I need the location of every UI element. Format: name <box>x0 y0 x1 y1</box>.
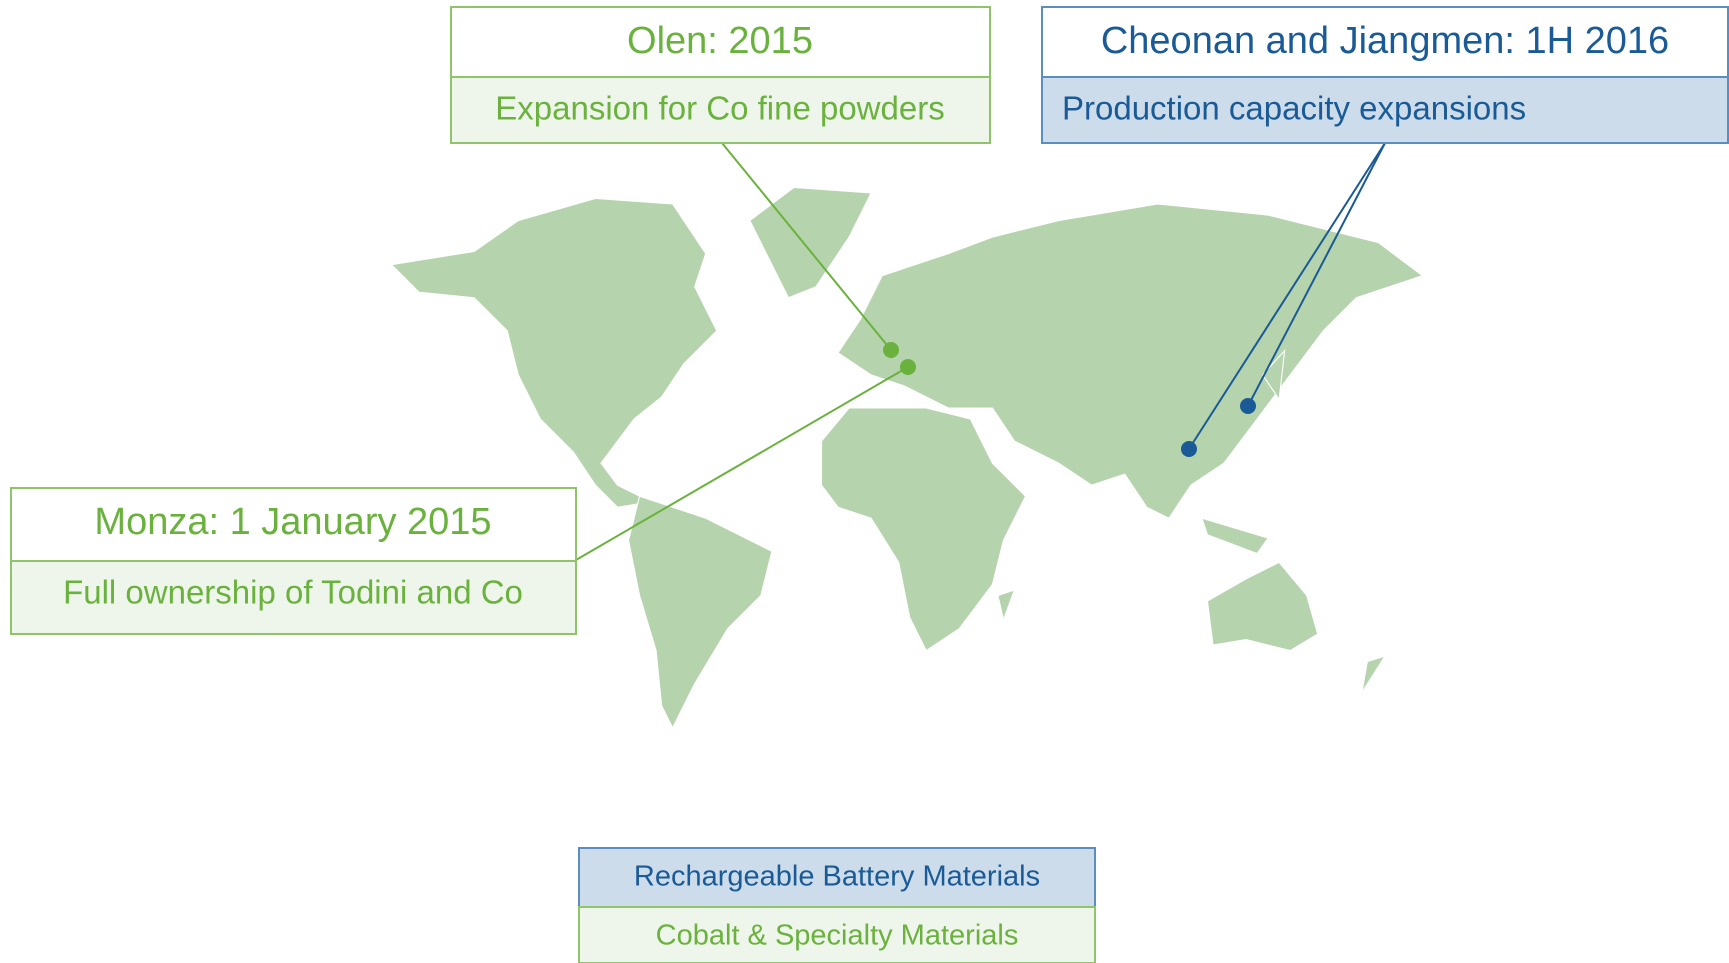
callout-body <box>1041 76 1729 144</box>
site-dot <box>1181 441 1197 457</box>
eurasia <box>837 203 1424 519</box>
leader-line <box>1247 142 1386 407</box>
callout-title: Cheonan and Jiangmen: 1H 2016 <box>1101 20 1669 62</box>
callout: Cheonan and Jiangmen: 1H 2016 Production… <box>1041 6 1729 144</box>
callout: Olen: 2015 Expansion for Co fine powders <box>450 6 991 144</box>
callout-header <box>10 487 577 562</box>
callout: Monza: 1 January 2015 Full ownership of … <box>10 487 577 635</box>
new-zealand <box>1361 655 1387 693</box>
south-america <box>627 495 773 730</box>
callout-subtitle: Full ownership of Todini and Co <box>63 574 523 611</box>
japan <box>1261 349 1286 401</box>
leader-line <box>575 366 909 561</box>
greenland <box>749 186 872 299</box>
callout-subtitle: Expansion for Co fine powders <box>495 90 944 127</box>
australia <box>1206 561 1319 652</box>
callout-subtitle: Production capacity expansions <box>1062 90 1526 127</box>
legend-item <box>578 847 1096 908</box>
callout-title: Monza: 1 January 2015 <box>94 501 491 543</box>
legend-label: Cobalt & Specialty Materials <box>656 920 1019 952</box>
leader-line <box>721 142 892 351</box>
indonesia <box>1201 517 1270 555</box>
callout-body <box>450 76 991 144</box>
madagascar <box>997 589 1016 622</box>
legend-label: Rechargeable Battery Materials <box>634 861 1040 893</box>
world-map <box>390 186 1424 730</box>
legend: Rechargeable Battery Materials Cobalt & … <box>578 847 1096 963</box>
leader-line <box>1188 142 1386 450</box>
callout-title: Olen: 2015 <box>627 20 813 62</box>
legend-item <box>578 906 1096 963</box>
africa <box>820 407 1027 652</box>
site-dot <box>883 342 899 358</box>
callout-body <box>10 560 577 635</box>
site-dot <box>1240 398 1256 414</box>
callout-header <box>1041 6 1729 78</box>
north-america <box>390 197 718 508</box>
site-dot <box>900 359 916 375</box>
